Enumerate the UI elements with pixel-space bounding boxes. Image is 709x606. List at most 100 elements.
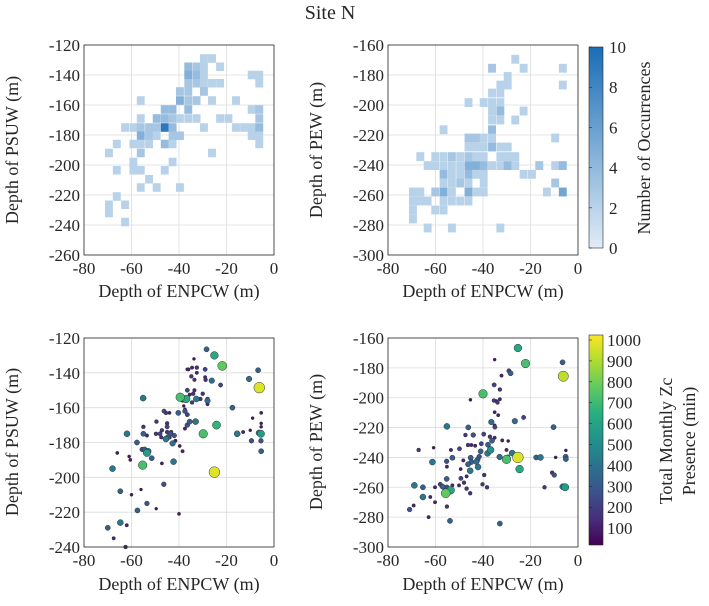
heatmap-cell	[145, 131, 154, 141]
scatter-point	[440, 488, 451, 499]
heatmap-cell	[232, 96, 240, 105]
scatter-point	[497, 397, 502, 402]
scatter-point	[492, 357, 497, 362]
heatmap-cell	[192, 62, 201, 72]
heatmap-cell	[168, 105, 177, 114]
y-tick-label: -240	[49, 538, 80, 557]
scatter-point	[193, 395, 200, 403]
heatmap-cell	[175, 183, 184, 192]
scatter-point	[484, 485, 490, 490]
scatter-point	[177, 512, 181, 516]
x-axis-label-bottom-left: Depth of ENPCW (m)	[98, 574, 259, 595]
scatter-point	[466, 467, 474, 474]
heatmap-cell	[464, 196, 473, 206]
scatter-point	[241, 430, 246, 435]
scatter-point	[144, 500, 150, 507]
scatter-point	[420, 484, 426, 491]
scatter-point	[189, 374, 194, 379]
scatter-point	[464, 474, 469, 479]
x-tick-label: 0	[574, 259, 583, 278]
heatmap-cell	[558, 161, 567, 171]
scatter-point	[443, 476, 450, 482]
heatmap-cell	[175, 87, 184, 96]
heatmap-cell	[160, 139, 169, 149]
scatter-point	[177, 444, 182, 448]
heatmap-cell	[136, 114, 145, 123]
panel-bottom-left: -80 -60 -40 -20 0-120-140-160-180-200-220-24…	[49, 329, 278, 570]
heatmap-cell	[184, 96, 193, 105]
heatmap-cell	[255, 131, 264, 141]
colorbar-tick-label: 1000	[607, 331, 641, 350]
heatmap-cell	[519, 63, 528, 73]
heatmap-cell	[558, 63, 567, 73]
heatmap-cell	[160, 105, 169, 114]
colorbar-tick-label: 900	[607, 352, 633, 371]
scatter-point	[233, 430, 241, 438]
scatter-point	[210, 351, 219, 360]
x-tick-label: -40	[472, 551, 495, 570]
heatmap-cell	[439, 169, 448, 179]
scatter-point	[198, 429, 208, 439]
heatmap-cell	[479, 133, 488, 143]
scatter-point	[184, 387, 190, 393]
heatmap-cell	[447, 178, 456, 188]
heatmap-cell	[184, 114, 193, 123]
heatmap-cell	[416, 187, 425, 197]
scatter-point	[111, 536, 116, 541]
y-axis-label-bottom-left: Depth of PSUW (m)	[2, 368, 23, 516]
heatmap-cell	[192, 114, 201, 123]
heatmap-cell	[168, 123, 177, 132]
x-tick-label: 0	[270, 259, 279, 278]
scatter-point	[109, 465, 116, 472]
scatter-point	[485, 441, 491, 448]
x-tick-label: -60	[424, 259, 447, 278]
heatmap-cell	[160, 165, 169, 175]
x-tick-label: -80	[73, 551, 96, 570]
heatmap-cell	[511, 115, 520, 125]
heatmap-cell	[479, 98, 488, 108]
heatmap-cell	[503, 80, 512, 90]
heatmap-cell	[488, 98, 496, 108]
heatmap-cell	[464, 178, 473, 188]
y-tick-label: -140	[49, 66, 80, 85]
y-tick-label: -220	[353, 419, 384, 438]
scatter-point	[473, 443, 478, 448]
scatter-point	[182, 408, 188, 414]
heatmap-cell	[423, 161, 432, 171]
heatmap-cell	[431, 205, 440, 215]
scatter-point	[458, 467, 463, 471]
heatmap-cell	[503, 72, 512, 81]
heatmap-cell	[160, 123, 169, 132]
scatter-point	[458, 475, 464, 481]
heatmap-cell	[168, 157, 177, 167]
heatmap-cell	[168, 139, 177, 149]
heatmap-cell	[145, 174, 154, 184]
scatter-point	[444, 464, 449, 469]
heatmap-cell	[439, 178, 448, 188]
heatmap-cell	[496, 98, 505, 108]
scatter-point	[457, 446, 462, 452]
scatter-point	[258, 448, 265, 455]
scatter-point	[507, 370, 514, 377]
heatmap-cell	[439, 187, 448, 197]
axes-box	[83, 337, 275, 548]
scatter-point	[419, 493, 427, 501]
scatter-point	[464, 486, 469, 491]
heatmap-cell	[192, 70, 201, 80]
heatmap-cell	[247, 131, 256, 141]
scatter-point	[104, 525, 111, 531]
heatmap-cell	[496, 223, 505, 233]
heatmap-cell	[479, 142, 488, 152]
scatter-point	[217, 361, 228, 371]
heatmap-cell	[472, 142, 481, 152]
scatter-point	[480, 482, 485, 487]
heatmap-cell	[247, 105, 256, 114]
scatter-point	[159, 428, 165, 433]
colorbar-occurrences-gradient	[588, 46, 604, 249]
x-tick-label: -20	[519, 259, 542, 278]
heatmap-cell	[535, 161, 544, 171]
heatmap-cell	[503, 152, 512, 162]
x-tick-label: -60	[120, 551, 143, 570]
x-tick-label: -60	[424, 551, 447, 570]
y-tick-label: -280	[353, 508, 384, 527]
